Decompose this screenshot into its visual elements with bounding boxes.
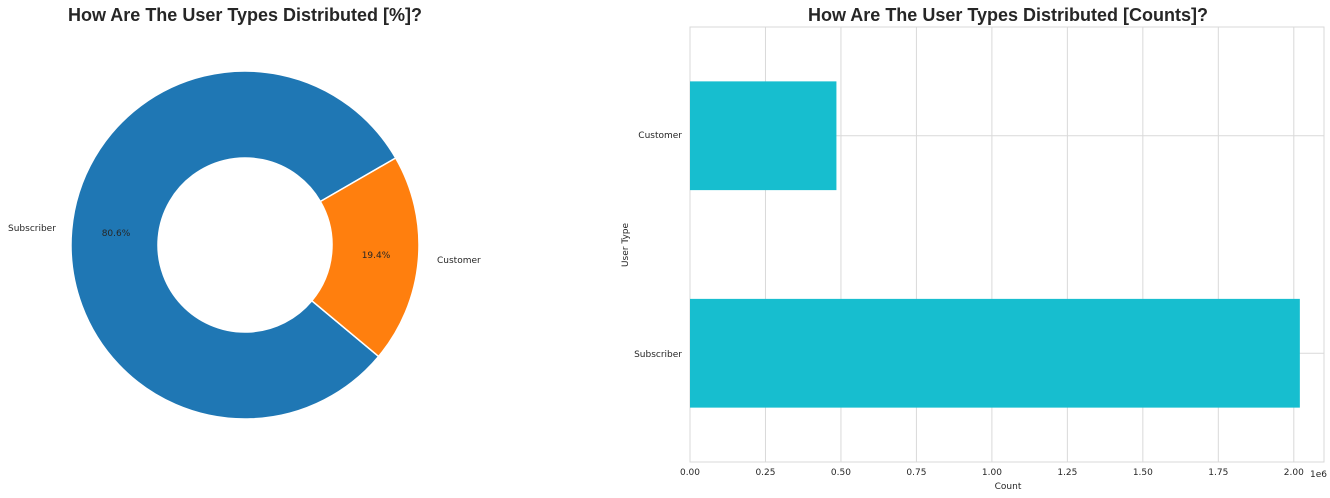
y-tick-subscriber: Subscriber [634, 350, 682, 360]
x-tick-label: 1.50 [1133, 468, 1153, 478]
pie-title: How Are The User Types Distributed [%]? [68, 5, 422, 25]
bar-bars [690, 81, 1300, 408]
x-tick-label: 0.25 [755, 468, 775, 478]
pie-label-subscriber: Subscriber [8, 224, 56, 234]
x-offset-label: 1e6 [1310, 470, 1327, 480]
x-tick-label: 0.75 [906, 468, 926, 478]
bar-subscriber [690, 298, 1300, 408]
x-axis-label: Count [995, 482, 1022, 492]
bar-ticks: 0.00 0.25 0.50 0.75 1.00 1.25 1.50 1.75 2.00 [680, 468, 1304, 478]
x-tick-label: 1.00 [982, 468, 1002, 478]
pie-slice-customer [310, 156, 420, 358]
pie-pct-subscriber: 80.6% [102, 229, 131, 239]
bar-chart: How Are The User Types Distributed [Coun… [621, 5, 1327, 492]
bar-title: How Are The User Types Distributed [Coun… [808, 5, 1208, 25]
x-tick-label: 2.00 [1284, 468, 1304, 478]
pie-slice-subscriber [70, 70, 397, 420]
pie-slices [70, 70, 420, 420]
pie-pct-customer: 19.4% [362, 251, 391, 261]
pie-label-customer: Customer [437, 256, 481, 266]
y-axis-label: User Type [621, 223, 631, 268]
pie-chart: How Are The User Types Distributed [%]? … [8, 5, 481, 420]
x-tick-label: 1.25 [1057, 468, 1077, 478]
y-tick-customer: Customer [638, 131, 682, 141]
bar-customer [690, 81, 837, 191]
x-tick-label: 0.50 [831, 468, 851, 478]
x-tick-label: 1.75 [1208, 468, 1228, 478]
x-tick-label: 0.00 [680, 468, 700, 478]
